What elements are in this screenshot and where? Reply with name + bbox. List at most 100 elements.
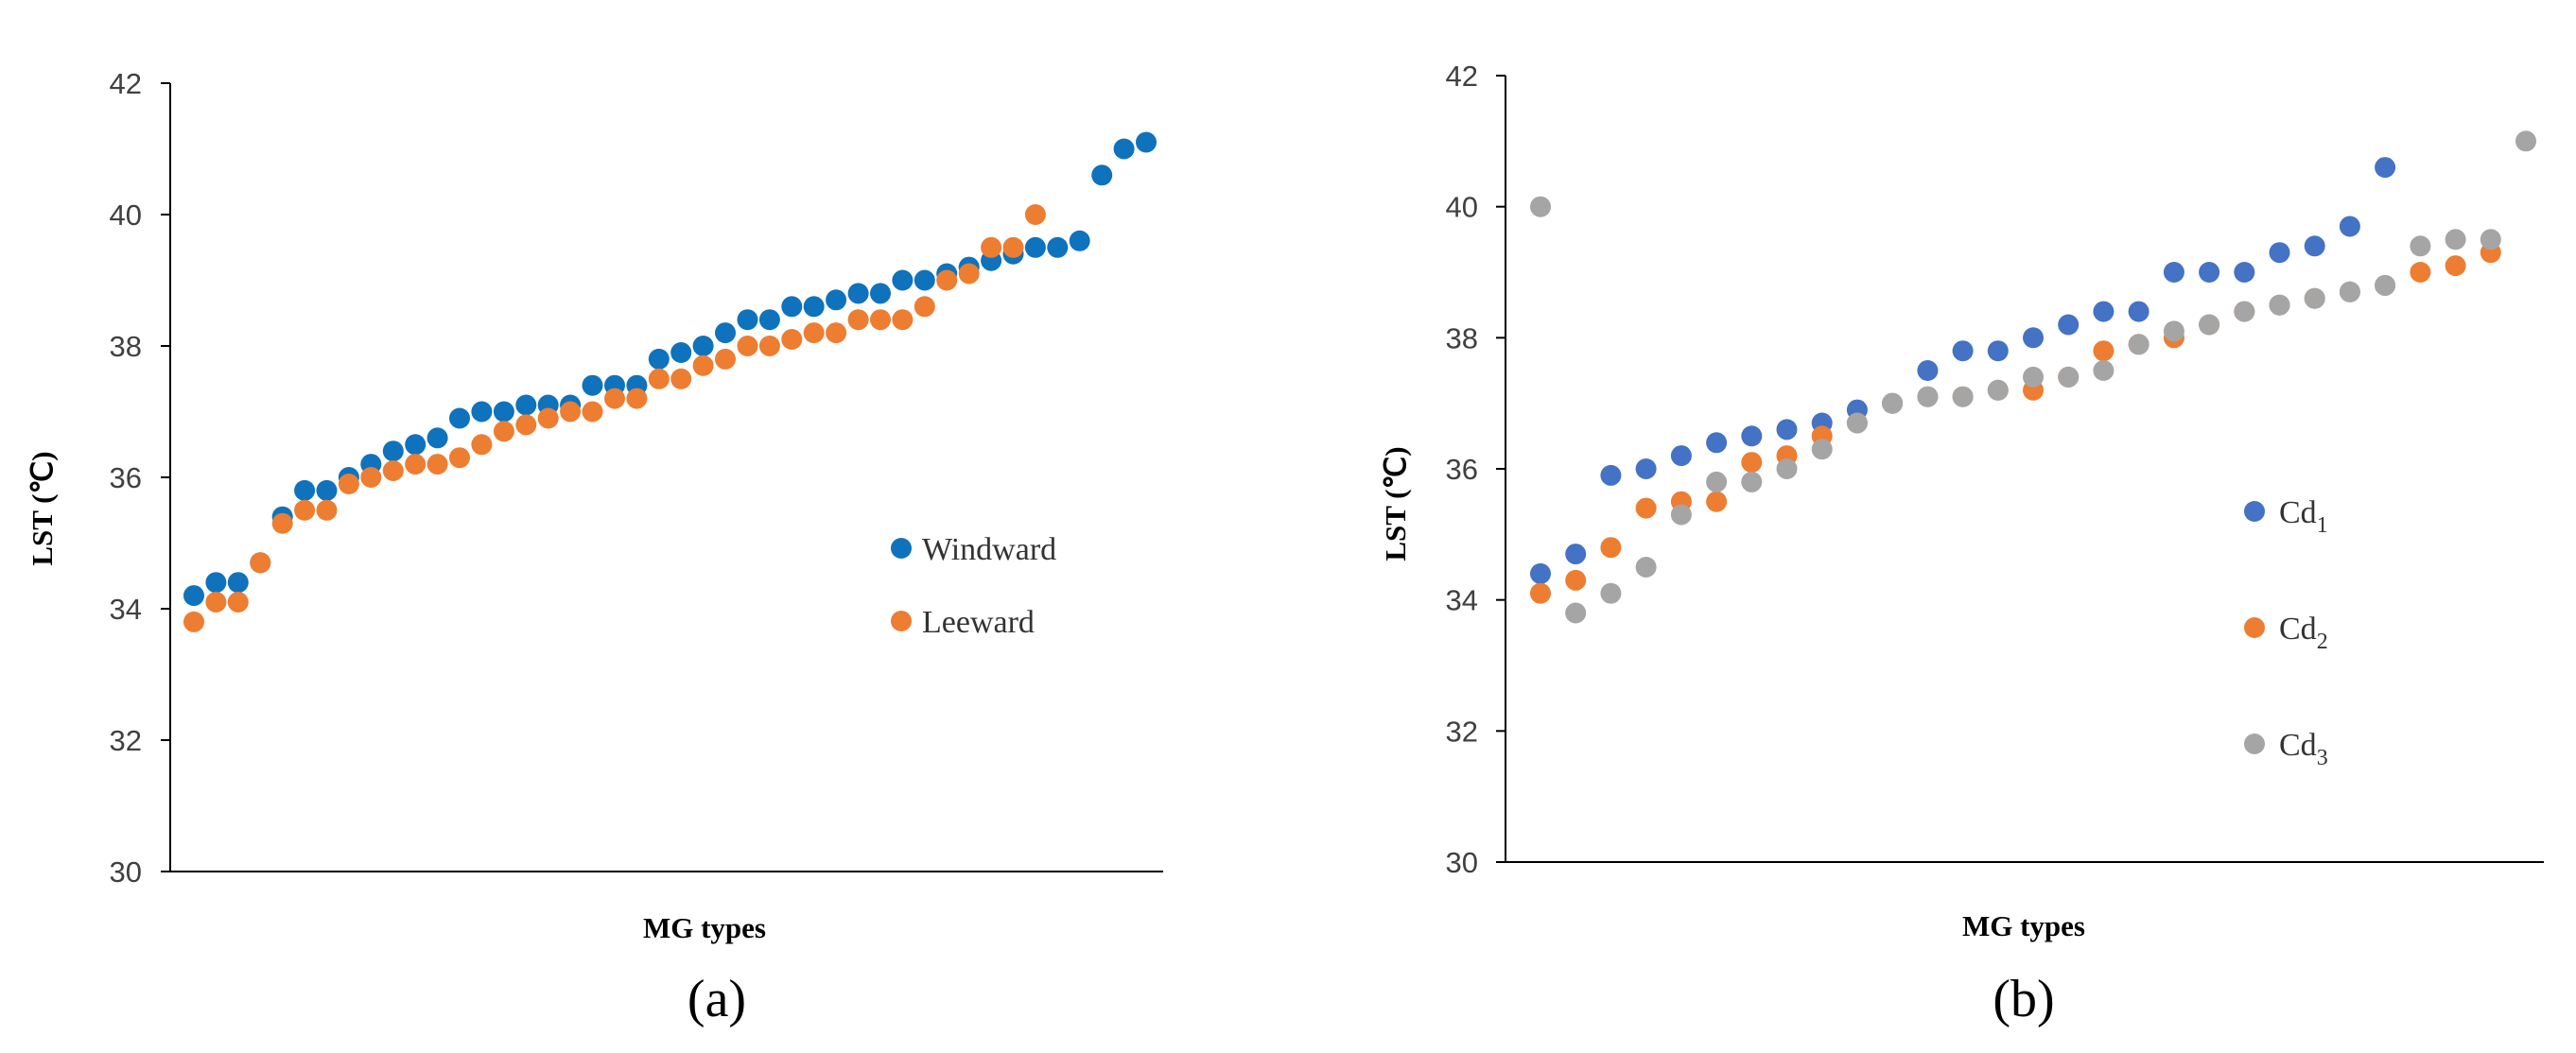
data-point <box>692 354 714 376</box>
data-point <box>1776 419 1798 440</box>
data-point <box>2093 360 2115 381</box>
x-axis-title: MG types <box>1962 909 2085 942</box>
data-point <box>737 309 758 331</box>
data-point <box>604 388 625 409</box>
data-point <box>2093 301 2115 322</box>
data-point <box>803 322 825 344</box>
data-point <box>715 348 736 370</box>
data-point <box>2058 314 2080 336</box>
data-point <box>2199 262 2220 283</box>
y-tick-label: 42 <box>110 67 142 100</box>
y-tick-label: 34 <box>110 593 142 626</box>
data-point <box>1917 360 1939 381</box>
data-point <box>1530 582 1551 604</box>
data-point <box>1047 236 1069 258</box>
data-point <box>826 289 847 311</box>
data-point <box>2445 229 2466 250</box>
data-point <box>1706 432 1728 454</box>
data-point <box>382 440 404 462</box>
data-point <box>2023 366 2044 388</box>
data-point <box>981 236 1002 258</box>
y-tick-label: 42 <box>1446 60 1478 93</box>
data-point <box>670 368 692 389</box>
data-point <box>2163 262 2184 283</box>
data-point <box>692 336 714 356</box>
data-point <box>205 592 227 613</box>
data-point <box>781 296 803 318</box>
legend-marker <box>891 611 912 631</box>
y-tick-label: 38 <box>1446 321 1478 354</box>
data-point <box>471 401 493 423</box>
data-point <box>2023 327 2044 349</box>
y-tick-label: 32 <box>110 724 142 757</box>
y-axis-title: LST (℃) <box>1379 446 1412 561</box>
data-point <box>648 348 670 370</box>
data-point <box>1024 236 1046 258</box>
data-point <box>2234 262 2255 283</box>
data-point <box>183 611 204 632</box>
data-point <box>626 388 648 409</box>
data-point <box>1069 230 1090 251</box>
data-point <box>958 263 980 285</box>
data-point <box>515 394 537 416</box>
data-point <box>936 269 958 291</box>
data-point <box>471 434 493 456</box>
data-point <box>826 322 847 344</box>
data-point <box>758 309 780 331</box>
y-tick-label: 36 <box>1446 453 1478 486</box>
x-axis-title: MG types <box>643 911 766 944</box>
data-point <box>493 401 514 423</box>
legend-marker <box>2244 501 2265 522</box>
data-point <box>2375 157 2396 179</box>
data-point <box>2304 287 2325 309</box>
data-point <box>316 479 338 501</box>
legend-marker <box>2244 617 2265 638</box>
y-tick-label: 40 <box>1446 191 1478 224</box>
data-point <box>1706 491 1728 512</box>
data-point <box>1635 557 1657 578</box>
data-point <box>1091 164 1113 186</box>
data-point <box>892 309 914 331</box>
y-tick-label: 30 <box>1446 846 1478 879</box>
data-point <box>2515 130 2536 152</box>
data-point <box>1600 582 1622 604</box>
data-point <box>2480 229 2501 250</box>
data-point <box>582 401 603 423</box>
data-point <box>1565 544 1587 565</box>
data-point <box>1635 497 1657 519</box>
data-point <box>758 336 780 356</box>
legend-label: Cd1 <box>2279 495 2328 538</box>
data-point <box>449 447 470 469</box>
data-point <box>338 474 359 494</box>
data-point <box>227 592 249 613</box>
data-point <box>1706 471 1728 492</box>
y-tick-label: 38 <box>110 330 142 363</box>
data-point <box>2199 314 2220 336</box>
data-point <box>2445 255 2466 277</box>
data-point <box>1741 452 1763 474</box>
data-point <box>737 336 758 356</box>
data-point <box>537 407 559 429</box>
data-point <box>316 499 338 521</box>
y-tick-label: 32 <box>1446 715 1478 748</box>
data-point <box>250 552 271 574</box>
data-point <box>2128 334 2150 355</box>
data-point <box>560 401 582 423</box>
data-point <box>2410 262 2431 283</box>
y-tick-label: 36 <box>110 461 142 494</box>
panel-label: (b) <box>1993 970 2054 1028</box>
legend-marker <box>2244 734 2265 754</box>
data-point <box>870 309 891 331</box>
data-point <box>205 572 227 594</box>
data-point <box>183 585 204 607</box>
data-point <box>1002 236 1024 258</box>
data-point <box>1024 204 1046 225</box>
data-point <box>227 572 249 594</box>
data-point <box>2058 366 2080 388</box>
data-point <box>493 421 514 442</box>
data-point <box>405 434 426 456</box>
data-point <box>405 454 426 475</box>
data-point <box>1600 537 1622 559</box>
chart-panel-b: 30 32 34 36 38 40 42 MG types LST (℃) (b) Cd1 Cd2 Cd… <box>1379 60 2544 1028</box>
